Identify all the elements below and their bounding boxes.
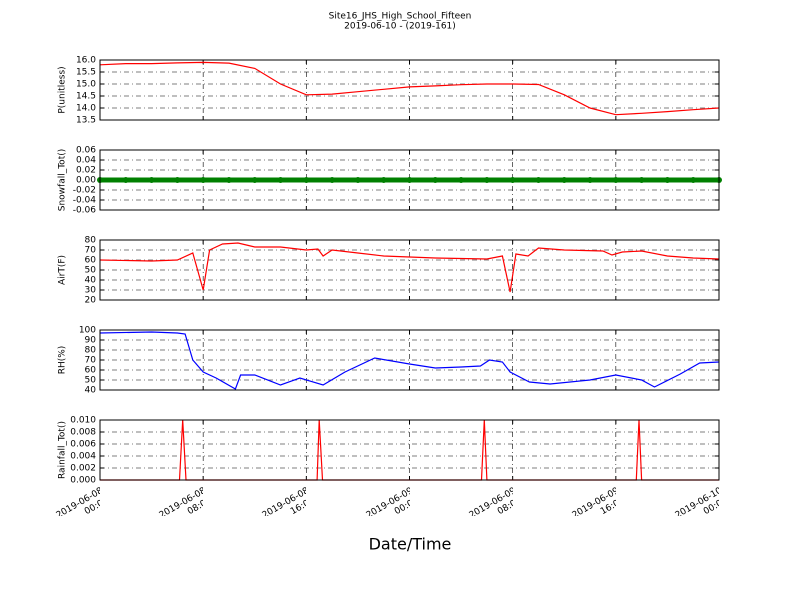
y-tick-label: 0.02 (76, 166, 96, 176)
data-point (535, 177, 542, 183)
data-point (587, 177, 594, 183)
plot-frame (99, 419, 720, 481)
data-point (638, 177, 645, 183)
chart-subtitle: 2019-06-10 - (2019-161) (344, 22, 456, 32)
y-tick-label: 90 (85, 336, 97, 346)
data-point (432, 177, 439, 183)
plot-frame (99, 59, 720, 121)
data-point (561, 177, 568, 183)
y-tick-label: 0.04 (76, 156, 96, 166)
y-tick-label: 40 (85, 276, 97, 286)
y-tick-label: 15.0 (76, 80, 96, 90)
plot-frame (99, 149, 720, 211)
plot-frame (99, 239, 720, 301)
data-point (664, 177, 671, 183)
y-tick-label: 60 (85, 366, 97, 376)
x-tick-label-box: 2019-06-08 16:00 (261, 486, 307, 516)
data-point (277, 177, 284, 183)
data-point (380, 177, 387, 183)
x-tick-label: 2019-06-09 00:00 (364, 486, 410, 516)
data-point (690, 177, 697, 183)
y-tick-label: 16.0 (76, 56, 96, 66)
data-point (174, 177, 181, 183)
y-tick-label: 0.006 (70, 440, 96, 450)
y-tick-label: 0.00 (76, 176, 96, 186)
y-tick-label: 15.5 (76, 68, 96, 78)
data-point (329, 177, 336, 183)
data-point (509, 177, 516, 183)
x-tick-label-box: 2019-06-09 16:00 (570, 486, 616, 516)
data-point (303, 177, 310, 183)
y-tick-label: 0.004 (70, 452, 96, 462)
y-axis-label: P(unitless) (58, 66, 68, 113)
y-tick-label: -0.02 (73, 186, 96, 196)
y-axis-label: RH(%) (58, 346, 68, 375)
y-tick-label: 50 (85, 266, 97, 276)
data-point (200, 177, 207, 183)
data-line (99, 242, 720, 293)
data-point (148, 177, 155, 183)
y-axis-label: Snowfall_Tot() (58, 149, 68, 212)
y-tick-label: 60 (85, 256, 97, 266)
y-tick-label: 0.008 (70, 428, 96, 438)
x-tick-label: 2019-06-08 16:00 (261, 486, 307, 516)
y-tick-label: 100 (79, 326, 96, 336)
y-tick-label: 70 (85, 246, 97, 256)
data-point (458, 177, 465, 183)
y-tick-label: 20 (85, 296, 97, 306)
data-point (483, 177, 490, 183)
y-tick-label: 0.06 (76, 146, 96, 156)
y-tick-label: -0.06 (73, 206, 97, 216)
y-tick-label: 14.5 (76, 92, 96, 102)
y-tick-label: 80 (85, 236, 97, 246)
chart-title: Site16_JHS_High_School_Fifteen (329, 12, 472, 22)
x-tick-label: 2019-06-08 08:00 (157, 486, 204, 516)
x-tick-label: 2019-06-09 16:00 (570, 486, 616, 516)
plot-frame (99, 329, 720, 391)
x-tick-label-box: 2019-06-08 08:00 (157, 486, 204, 516)
y-axis-label: AirT(F) (58, 255, 68, 285)
y-tick-label: -0.04 (73, 196, 97, 206)
x-tick-label: 2019-06-09 08:00 (467, 486, 513, 516)
y-tick-label: 30 (85, 286, 97, 296)
data-point (354, 177, 361, 183)
x-tick-label-box: 2019-06-09 00:00 (364, 486, 410, 516)
data-point (251, 177, 258, 183)
y-tick-label: 14.0 (76, 104, 96, 114)
y-tick-label: 40 (85, 386, 97, 396)
x-tick-label: 2019-06-08 00:00 (54, 486, 100, 516)
y-tick-label: 50 (85, 376, 97, 386)
x-axis-label: Date/Time (369, 535, 452, 554)
y-tick-label: 0.002 (70, 464, 96, 474)
x-tick-label: 2019-06-10 00:00 (673, 486, 719, 516)
x-tick-label-box: 2019-06-08 00:00 (54, 486, 100, 516)
y-tick-label: 0.000 (70, 476, 96, 486)
y-tick-label: 13.5 (76, 116, 96, 126)
data-point (122, 177, 129, 183)
data-line (99, 61, 720, 116)
y-tick-label: 0.010 (70, 416, 96, 426)
data-point (225, 177, 232, 183)
x-tick-label-box: 2019-06-09 08:00 (467, 486, 513, 516)
y-axis-label: Rainfall_Tot() (58, 421, 68, 479)
data-point (612, 177, 619, 183)
data-point (406, 177, 413, 183)
y-tick-label: 70 (85, 356, 97, 366)
data-line (99, 331, 720, 390)
x-tick-label-box: 2019-06-10 00:00 (673, 486, 719, 516)
y-tick-label: 80 (85, 346, 97, 356)
